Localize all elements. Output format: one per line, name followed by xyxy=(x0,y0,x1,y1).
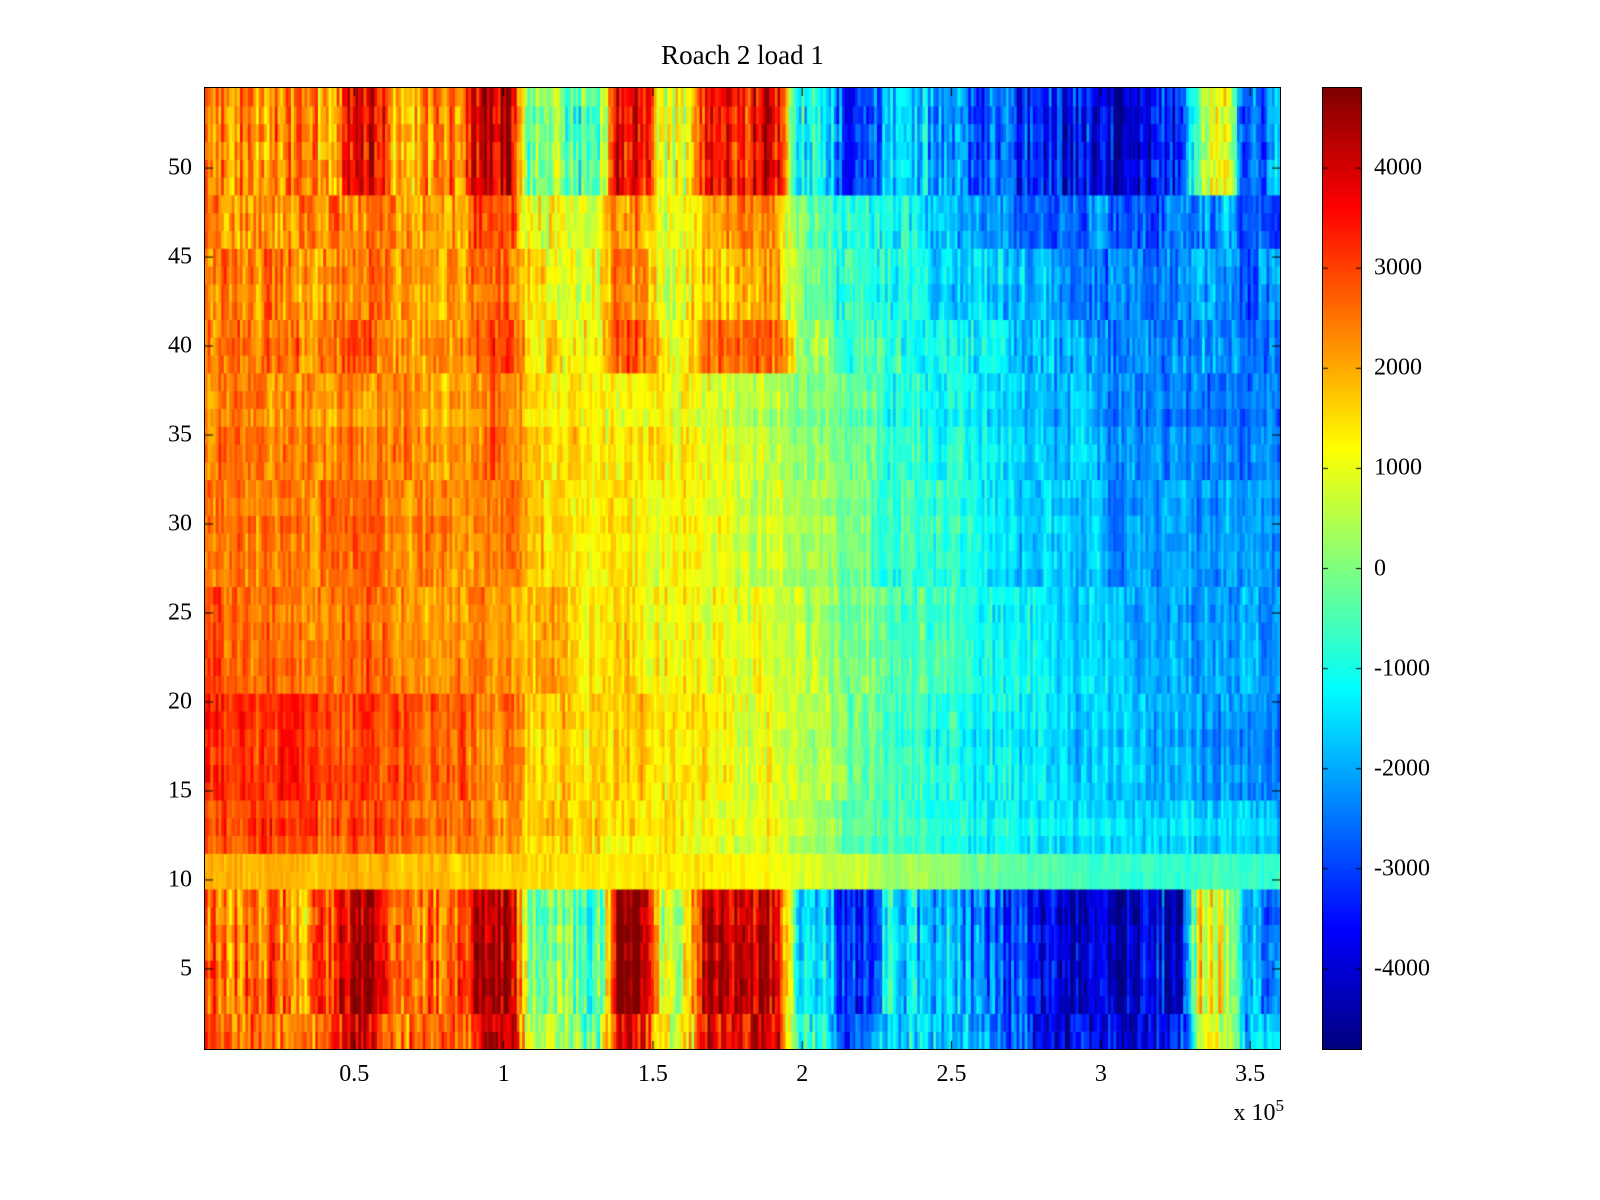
y-tick-label: 5 xyxy=(180,955,192,982)
colorbar-tick-label: 0 xyxy=(1374,555,1386,581)
colorbar-tick-label: 2000 xyxy=(1374,354,1422,381)
colorbar-tick-label: 1000 xyxy=(1374,454,1422,481)
colorbar-tick-label: -4000 xyxy=(1374,955,1430,982)
x-tick-label: 2.5 xyxy=(936,1061,967,1087)
chart-title: Roach 2 load 1 xyxy=(661,40,824,70)
y-tick-label: 30 xyxy=(168,510,192,537)
y-tick-label: 20 xyxy=(168,688,192,715)
y-tick-label: 50 xyxy=(168,154,192,181)
colorbar-tick-label: -3000 xyxy=(1374,855,1430,882)
colorbar-tick-label: 3000 xyxy=(1374,254,1422,281)
x-tick-label: 0.5 xyxy=(339,1061,370,1087)
x-tick-label: 3.5 xyxy=(1235,1061,1266,1087)
y-tick-label: 25 xyxy=(168,599,192,626)
x-tick-label: 1 xyxy=(497,1061,510,1087)
heatmap-canvas xyxy=(205,88,1280,1049)
x-axis-multiplier: x 105 xyxy=(1234,1096,1285,1127)
colorbar-tick-label: 4000 xyxy=(1374,154,1422,181)
heatmap-plot xyxy=(204,87,1281,1050)
x-tick-label: 2 xyxy=(796,1061,809,1087)
x-tick-label: 3 xyxy=(1094,1061,1107,1087)
y-tick-label: 10 xyxy=(168,866,192,893)
x-multiplier-exponent: 5 xyxy=(1275,1096,1285,1115)
colorbar-tick-label: -2000 xyxy=(1374,755,1430,782)
colorbar xyxy=(1322,87,1362,1050)
y-tick-label: 45 xyxy=(168,243,192,270)
x-multiplier-prefix: x 10 xyxy=(1233,1100,1276,1126)
colorbar-canvas xyxy=(1323,88,1361,1049)
y-tick-label: 40 xyxy=(168,332,192,359)
y-tick-label: 15 xyxy=(168,777,192,804)
y-tick-label: 35 xyxy=(168,421,192,448)
x-tick-label: 1.5 xyxy=(637,1061,668,1087)
colorbar-tick-label: -1000 xyxy=(1374,655,1430,682)
